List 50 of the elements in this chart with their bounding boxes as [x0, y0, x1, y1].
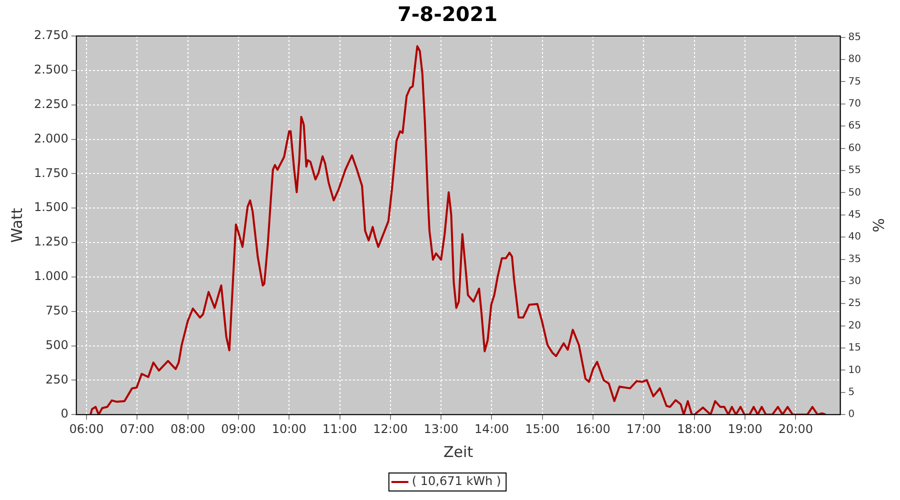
y2-tick-label: 45	[848, 209, 862, 220]
y2-tick-label: 15	[848, 342, 862, 354]
x-tick-label: 11:00	[322, 422, 358, 436]
y2-tick-label: 40	[848, 232, 862, 243]
y2-tick-label: 50	[848, 187, 862, 198]
y-tick-label: 2.000	[34, 131, 68, 146]
x-tick-label: 13:00	[424, 422, 458, 436]
x-tick-label: 14:00	[474, 422, 510, 436]
x-tick-label: 19:00	[728, 422, 762, 436]
y-tick-label: 2.750	[34, 28, 68, 42]
y2-tick-label: 30	[848, 276, 862, 288]
x-axis-title: Zeit	[444, 442, 474, 461]
y2-tick-label: 55	[848, 165, 862, 176]
y-tick-label: 500	[45, 338, 68, 352]
y2-tick-label: 65	[848, 120, 862, 132]
y2-tick-label: 60	[848, 142, 862, 154]
x-tick-label: 16:00	[576, 422, 610, 436]
chart-title: 7-8-2021	[397, 2, 498, 26]
y-tick-label: 250	[45, 372, 68, 386]
y-tick-label: 1.250	[34, 234, 68, 249]
y-axis-title: Watt	[8, 208, 26, 243]
y2-axis-title: %	[869, 218, 888, 232]
y-tick-label: 2.500	[34, 62, 68, 77]
x-tick-label: 07:00	[120, 422, 154, 436]
y2-tick-label: 35	[848, 254, 862, 265]
legend-label: ( 10,671 kWh )	[412, 474, 502, 488]
x-tick-label: 09:00	[221, 422, 256, 436]
y-tick-label: 0	[60, 406, 68, 421]
x-tick-label: 15:00	[525, 422, 560, 436]
x-tick-label: 18:00	[677, 422, 712, 436]
x-tick-label: 08:00	[170, 422, 206, 436]
x-tick-label: 06:00	[69, 422, 104, 436]
x-tick-label: 20:00	[778, 422, 813, 436]
y2-tick-label: 85	[848, 32, 862, 43]
x-tick-label: 17:00	[626, 422, 662, 436]
y2-tick-label: 0	[848, 409, 855, 420]
x-tick-label: 12:00	[373, 422, 408, 436]
y-tick-label: 2.250	[34, 96, 68, 111]
y-tick-label: 1.500	[34, 200, 68, 214]
y-tick-label: 1.750	[34, 166, 68, 180]
x-tick-label: 10:00	[272, 422, 306, 436]
y-tick-label: 1.000	[34, 269, 68, 284]
y2-tick-label: 20	[848, 320, 862, 332]
y2-tick-label: 75	[848, 76, 862, 88]
y2-tick-label: 5	[848, 387, 855, 398]
y2-tick-label: 25	[848, 298, 862, 310]
y-tick-label: 750	[45, 303, 68, 318]
y2-tick-label: 10	[848, 364, 862, 376]
y2-tick-label: 70	[848, 98, 862, 110]
y2-tick-label: 80	[848, 54, 862, 66]
